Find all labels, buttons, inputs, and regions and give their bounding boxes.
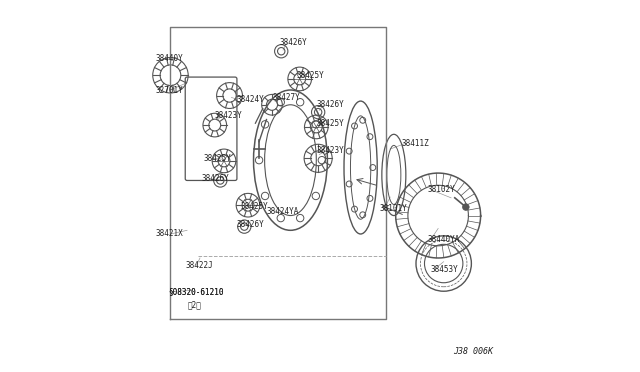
Text: 32701Y: 32701Y [156,86,184,94]
Text: 38102Y: 38102Y [427,185,455,194]
Text: 38425Y: 38425Y [296,71,324,80]
Text: §08320-61210: §08320-61210 [168,287,223,296]
Text: 38421X: 38421X [156,230,184,238]
Text: 38423Y: 38423Y [215,111,243,121]
Text: （2）: （2） [188,300,202,310]
Text: 38426Y: 38426Y [237,220,265,229]
Text: 38426Y: 38426Y [201,174,229,183]
Text: 38440YA: 38440YA [427,235,460,244]
Text: 38427Y: 38427Y [272,93,300,102]
Text: 38424YA: 38424YA [266,207,299,217]
Text: §08320-61210: §08320-61210 [168,287,223,296]
Text: 38411Z: 38411Z [401,139,429,148]
Text: 38424Y: 38424Y [237,95,265,104]
Text: 38426Y: 38426Y [280,38,307,46]
Text: 38440Y: 38440Y [156,54,184,63]
Text: 38425Y: 38425Y [204,154,232,163]
Text: 38423Y: 38423Y [316,147,344,155]
Text: 38422J: 38422J [185,261,213,270]
Text: 38425Y: 38425Y [241,202,268,211]
Text: J38 006K: J38 006K [454,347,493,356]
Circle shape [463,204,469,211]
Text: 38426Y: 38426Y [316,100,344,109]
Text: 38101Y: 38101Y [379,203,407,213]
Text: 38453Y: 38453Y [431,264,458,273]
Text: 38425Y: 38425Y [316,119,344,128]
